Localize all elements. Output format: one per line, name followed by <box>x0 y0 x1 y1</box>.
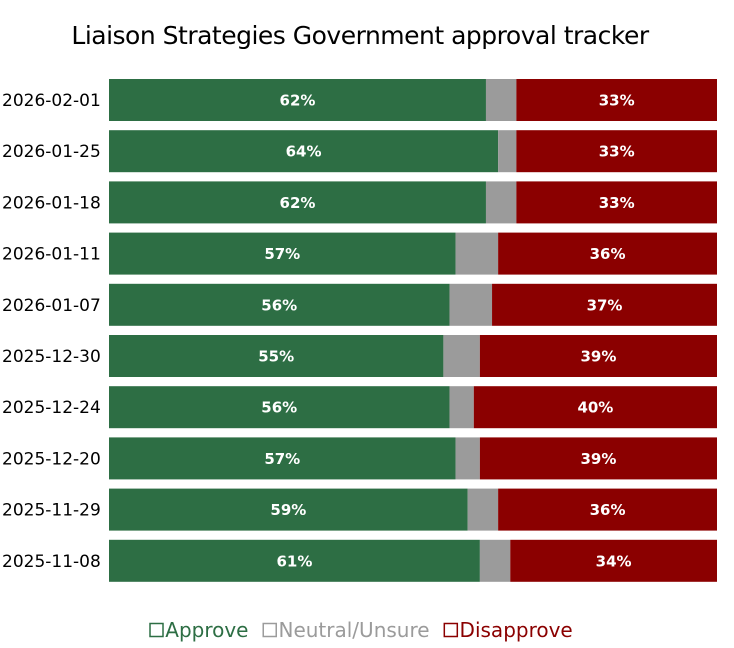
data-label-approve-2025-11-08: 61% <box>276 552 312 570</box>
data-label-approve-2026-01-07: 56% <box>261 296 297 314</box>
data-label-disapprove-2026-01-25: 33% <box>599 143 635 161</box>
bar-disapprove-2026-01-18 <box>516 181 717 224</box>
data-label-approve-2026-01-18: 62% <box>280 194 316 212</box>
data-label-approve-2026-01-11: 57% <box>264 245 300 263</box>
data-label-disapprove-2025-11-29: 36% <box>590 501 626 519</box>
y-axis-tick-labels: 2026-02-01 2026-01-25 2026-01-18 2026-01-11… <box>2 91 101 572</box>
bar-neutral-unsure-2026-01-18 <box>485 181 517 224</box>
bar-approve-2026-01-25 <box>109 130 499 173</box>
legend-label-disapprove: Disapprove <box>460 618 573 642</box>
legend-swatch-disapprove <box>443 622 459 638</box>
legend: Approve Neutral/Unsure Disapprove <box>149 618 573 642</box>
data-label-approve-2026-01-25: 64% <box>286 143 322 161</box>
bar-approve-2025-12-24 <box>109 386 450 429</box>
y-tick-label: 2025-12-20 <box>2 449 101 469</box>
data-label-approve-2025-12-24: 56% <box>261 399 297 417</box>
legend-swatch-neutral-unsure <box>262 622 277 638</box>
bar-approve-2025-11-29 <box>109 488 468 531</box>
bar-disapprove-2026-02-01 <box>516 79 717 121</box>
y-tick-label: 2025-12-30 <box>2 347 101 367</box>
bar-approve-2026-02-01 <box>109 79 486 121</box>
bar-neutral-unsure-2026-02-01 <box>485 79 517 121</box>
bar-approve-2025-12-30 <box>109 335 444 377</box>
bar-approve-2026-01-07 <box>109 283 450 326</box>
data-label-approve-2026-02-01: 62% <box>280 92 316 110</box>
bar-disapprove-2025-11-08 <box>510 539 717 582</box>
bar-disapprove-2025-12-30 <box>479 335 717 377</box>
y-tick-label: 2026-01-11 <box>2 245 101 265</box>
data-label-disapprove-2025-11-08: 34% <box>596 552 632 570</box>
bar-area: 62% 33% 64% 33% 62% 33% 57% 36% 56% 37% 55% 39% 56% 4… <box>109 79 717 582</box>
data-label-disapprove-2025-12-24: 40% <box>577 399 613 417</box>
y-tick-label: 2025-12-24 <box>2 398 101 418</box>
bar-neutral-unsure-2025-11-08 <box>479 539 511 582</box>
legend-label-approve: Approve <box>165 618 248 642</box>
bar-neutral-unsure-2025-12-24 <box>449 386 474 429</box>
data-label-approve-2025-12-30: 55% <box>258 348 294 366</box>
data-label-disapprove-2026-01-18: 33% <box>599 194 635 212</box>
bar-neutral-unsure-2026-01-25 <box>498 130 517 173</box>
bar-disapprove-2025-12-20 <box>479 437 717 480</box>
bar-disapprove-2026-01-07 <box>492 283 717 326</box>
data-label-disapprove-2026-02-01: 33% <box>599 92 635 110</box>
data-label-disapprove-2026-01-07: 37% <box>587 296 623 314</box>
bar-disapprove-2026-01-25 <box>516 130 717 173</box>
bar-disapprove-2025-12-24 <box>473 386 717 429</box>
y-tick-label: 2026-02-01 <box>2 91 101 111</box>
data-label-approve-2025-11-29: 59% <box>270 501 306 519</box>
bar-disapprove-2026-01-11 <box>498 232 717 275</box>
bar-disapprove-2025-11-29 <box>498 488 717 531</box>
legend-swatch-approve <box>149 622 164 638</box>
bar-neutral-unsure-2026-01-11 <box>455 232 499 275</box>
bar-neutral-unsure-2025-12-20 <box>455 437 480 480</box>
bar-approve-2025-12-20 <box>109 437 456 480</box>
data-label-disapprove-2026-01-11: 36% <box>590 245 626 263</box>
bar-approve-2026-01-18 <box>109 181 486 224</box>
bar-neutral-unsure-2026-01-07 <box>449 283 493 326</box>
bar-approve-2026-01-11 <box>109 232 456 275</box>
bar-approve-2025-11-08 <box>109 539 480 582</box>
bar-neutral-unsure-2025-11-29 <box>467 488 499 531</box>
y-tick-label: 2026-01-18 <box>2 193 101 213</box>
bar-neutral-unsure-2025-12-30 <box>443 335 480 377</box>
y-tick-label: 2026-01-07 <box>2 296 101 316</box>
y-tick-label: 2025-11-08 <box>2 552 101 572</box>
y-tick-label: 2026-01-25 <box>2 142 101 162</box>
data-label-disapprove-2025-12-20: 39% <box>580 450 616 468</box>
chart-title: Liaison Strategies Government approval t… <box>71 21 649 50</box>
y-tick-label: 2025-11-29 <box>2 501 101 521</box>
legend-label-neutral-unsure: Neutral/Unsure <box>278 618 429 642</box>
data-label-approve-2025-12-20: 57% <box>264 450 300 468</box>
data-label-disapprove-2025-12-30: 39% <box>580 348 616 366</box>
